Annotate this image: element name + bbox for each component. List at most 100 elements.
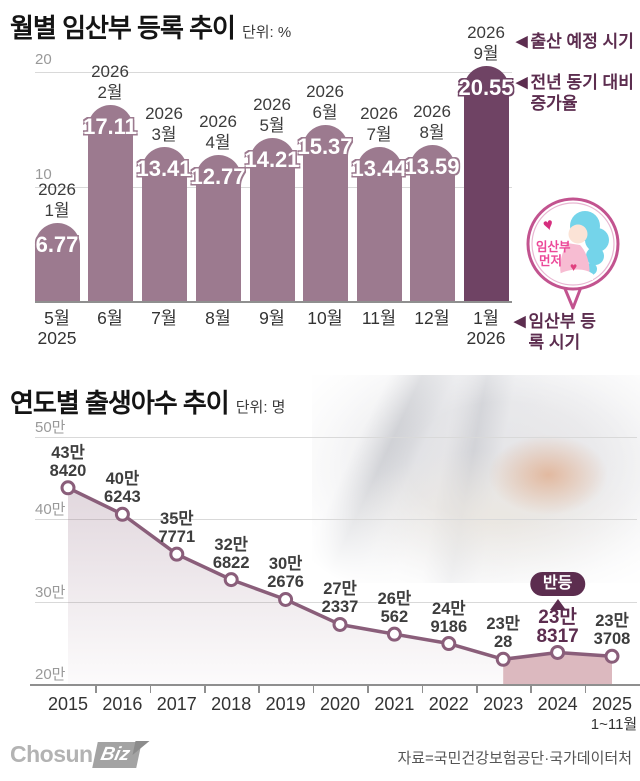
bar-month-line: 2026 bbox=[413, 102, 451, 122]
y-gridline-20만 bbox=[30, 684, 640, 686]
bar-month-label: 2026 2월 bbox=[91, 61, 129, 103]
belly-heart-icon: ♥ bbox=[570, 260, 577, 274]
x-axis-tick bbox=[204, 686, 206, 693]
point-label-line: 27만 bbox=[323, 580, 357, 599]
bar-month-label: 2026 9월 bbox=[467, 22, 505, 64]
x-axis-tick bbox=[258, 686, 260, 693]
annotation-yoy-growth-text: 전년 동기 대비 증가율 bbox=[530, 73, 634, 113]
data-point-marker-2023 bbox=[495, 651, 511, 667]
area-fill bbox=[68, 487, 612, 684]
rebound-badge: 반등 bbox=[529, 572, 586, 596]
point-label-line: 2676 bbox=[267, 573, 304, 592]
bar-month-label: 2026 6월 bbox=[306, 81, 344, 123]
bar-month-line: 7월 bbox=[366, 125, 392, 145]
chart1-title-text: 월별 임산부 등록 추이 bbox=[10, 13, 236, 43]
data-point-marker-2021 bbox=[386, 626, 402, 642]
bar-chart-plot-area: 201006.7720261월5월202517.1120262월6월13.412… bbox=[0, 0, 640, 375]
bar-month-line: 6월 bbox=[312, 103, 338, 122]
point-label-line: 6822 bbox=[212, 553, 250, 572]
x-axis-tick bbox=[367, 686, 369, 693]
point-label-2020: 27만 2337 bbox=[322, 580, 359, 616]
bar-month-line: 1월 bbox=[44, 201, 70, 221]
point-label-2016: 40만 6243 bbox=[104, 470, 141, 506]
badge-text-line1: 임산부 bbox=[536, 239, 571, 254]
chart1-title: 월별 임산부 등록 추이 단위: % bbox=[10, 8, 291, 45]
y-gridline-40만 bbox=[35, 519, 637, 521]
x-axis-note: 1~11월 bbox=[590, 716, 638, 733]
y-axis-label-20: 20 bbox=[35, 51, 52, 68]
bar-7월 bbox=[141, 147, 187, 301]
bar-1월 bbox=[463, 65, 509, 301]
bar-month-label: 2026 5월 bbox=[253, 94, 291, 136]
pregnant-first-badge-icon: ♥ ♥ 임산부 먼저 bbox=[526, 197, 620, 310]
y-gridline-0 bbox=[35, 301, 512, 303]
bar-6월 bbox=[87, 105, 133, 301]
bar-month-line: 2월 bbox=[97, 83, 123, 103]
bar-month-line: 2026 bbox=[306, 82, 344, 101]
point-label-2015: 43만 8420 bbox=[50, 444, 87, 480]
x-axis-line: 2026 bbox=[466, 328, 506, 348]
x-axis-label-2025: 2025 bbox=[591, 694, 633, 714]
left-arrow-icon: ◀ bbox=[516, 74, 528, 91]
x-axis-line: 5월 bbox=[44, 308, 70, 328]
x-axis-tick bbox=[312, 686, 315, 693]
x-axis-label-2020: 2020 bbox=[319, 694, 361, 714]
data-point-marker-2017 bbox=[169, 546, 185, 562]
bar-value-label: 12.77 bbox=[190, 163, 246, 189]
left-arrow-icon: ◀ bbox=[514, 313, 526, 330]
bar-value-label: 17.11 bbox=[83, 114, 137, 140]
bar-month-line: 5월 bbox=[259, 116, 285, 136]
bar-value-label: 6.77 bbox=[35, 232, 79, 258]
point-label-line: 23만 bbox=[486, 615, 520, 634]
point-label-line: 8317 bbox=[536, 626, 579, 648]
x-axis-line: 7월 bbox=[151, 308, 177, 328]
point-label-2017: 35만 7771 bbox=[158, 510, 195, 546]
bar-month-line: 2026 bbox=[467, 22, 505, 42]
x-axis-label-2019: 2019 bbox=[265, 694, 306, 714]
bar-value-label: 15.37 bbox=[297, 134, 353, 159]
point-label-2018: 32만 6822 bbox=[213, 536, 250, 572]
y-gridline-30만 bbox=[35, 601, 637, 603]
bar-month-line: 8월 bbox=[419, 123, 445, 143]
point-label-line: 32만 bbox=[214, 535, 248, 554]
point-label-line: 6243 bbox=[104, 488, 141, 507]
bar-month-line: 2026 bbox=[91, 62, 129, 82]
chart1-unit-label: 단위: % bbox=[241, 24, 292, 41]
bar-12월 bbox=[409, 145, 455, 301]
point-label-line: 43만 bbox=[51, 443, 85, 462]
bar-month-line: 2026 bbox=[253, 95, 291, 115]
point-label-line: 9186 bbox=[430, 617, 468, 636]
x-axis-label-7월: 7월 bbox=[151, 308, 177, 328]
chart2-unit-label: 단위: 명 bbox=[235, 399, 286, 416]
left-arrow-icon: ◀ bbox=[516, 33, 528, 50]
x-axis-tick bbox=[584, 686, 587, 693]
point-label-line: 26만 bbox=[377, 590, 412, 609]
x-axis-label-6월: 6월 bbox=[97, 308, 123, 328]
x-axis-label-2017: 2017 bbox=[156, 694, 197, 714]
point-label-line: 3708 bbox=[593, 630, 631, 649]
bar-month-label: 2026 3월 bbox=[145, 103, 183, 145]
annotation-birth-expected-text: 출산 예정 시기 bbox=[530, 32, 634, 51]
x-axis-line: 8월 bbox=[205, 308, 231, 328]
x-axis-tick bbox=[149, 686, 152, 693]
bar-month-line: 2026 bbox=[145, 104, 183, 124]
point-label-2025: 23만 3708 bbox=[594, 612, 631, 648]
y-gridline-50만 bbox=[35, 437, 637, 439]
x-axis-line: 6월 bbox=[97, 308, 123, 328]
line-chart-plot-area: 50만 40만 30만 20만 43만 8420 40만 6243 35만 7771 32만 682… bbox=[0, 375, 640, 781]
bar-value-label: 13.41 bbox=[136, 156, 192, 182]
point-label-2019: 30만 2676 bbox=[267, 555, 304, 591]
data-source-text: 자료=국민건강보험공단·국가데이터처 bbox=[397, 750, 632, 767]
x-axis-label-10월: 10월 bbox=[307, 308, 343, 328]
x-axis-label-2016: 2016 bbox=[102, 694, 143, 714]
x-axis-label-12월: 12월 bbox=[414, 308, 450, 328]
bar-value-label: 14.21 bbox=[244, 147, 300, 173]
births-line-svg bbox=[60, 480, 620, 684]
data-point-marker-2016 bbox=[114, 506, 130, 522]
bar-value-label: 13.59 bbox=[404, 154, 460, 180]
x-axis-line: 2025 bbox=[37, 328, 77, 348]
bar-month-line: 4월 bbox=[205, 132, 231, 152]
heart-icon: ♥ bbox=[541, 214, 555, 235]
y-axis-label-50만: 50만 bbox=[35, 419, 66, 437]
